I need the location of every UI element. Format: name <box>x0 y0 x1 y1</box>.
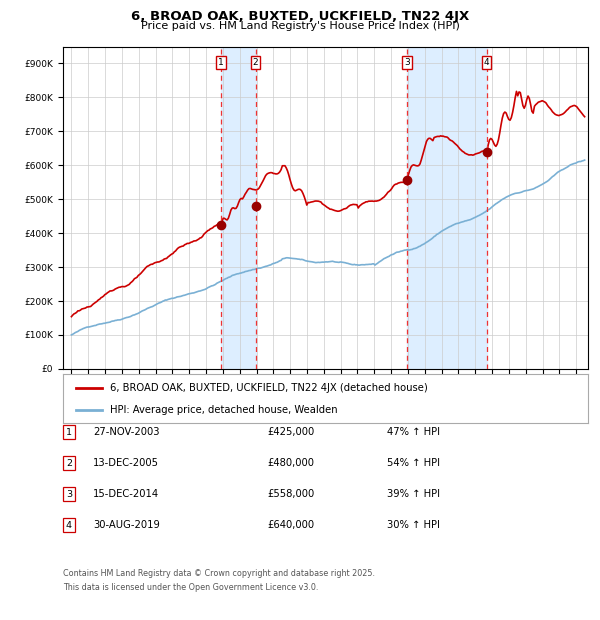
Text: 30% ↑ HPI: 30% ↑ HPI <box>387 520 440 530</box>
Text: 27-NOV-2003: 27-NOV-2003 <box>93 427 160 437</box>
Text: 6, BROAD OAK, BUXTED, UCKFIELD, TN22 4JX: 6, BROAD OAK, BUXTED, UCKFIELD, TN22 4JX <box>131 10 469 23</box>
Text: 4: 4 <box>484 58 490 67</box>
Text: HPI: Average price, detached house, Wealden: HPI: Average price, detached house, Weal… <box>110 405 338 415</box>
Text: 47% ↑ HPI: 47% ↑ HPI <box>387 427 440 437</box>
Text: £480,000: £480,000 <box>267 458 314 468</box>
Text: £425,000: £425,000 <box>267 427 314 437</box>
Text: 4: 4 <box>66 521 72 529</box>
Text: Price paid vs. HM Land Registry's House Price Index (HPI): Price paid vs. HM Land Registry's House … <box>140 21 460 31</box>
Text: 3: 3 <box>404 58 410 67</box>
Text: 15-DEC-2014: 15-DEC-2014 <box>93 489 159 499</box>
Text: 54% ↑ HPI: 54% ↑ HPI <box>387 458 440 468</box>
Text: 2: 2 <box>66 459 72 467</box>
Bar <box>221 46 256 369</box>
Text: Contains HM Land Registry data © Crown copyright and database right 2025.: Contains HM Land Registry data © Crown c… <box>63 569 375 578</box>
Text: 3: 3 <box>66 490 72 498</box>
Text: 1: 1 <box>218 58 224 67</box>
Bar <box>407 46 487 369</box>
Text: 6, BROAD OAK, BUXTED, UCKFIELD, TN22 4JX (detached house): 6, BROAD OAK, BUXTED, UCKFIELD, TN22 4JX… <box>110 383 428 392</box>
Text: £558,000: £558,000 <box>267 489 314 499</box>
Text: 39% ↑ HPI: 39% ↑ HPI <box>387 489 440 499</box>
Text: £640,000: £640,000 <box>267 520 314 530</box>
Text: 13-DEC-2005: 13-DEC-2005 <box>93 458 159 468</box>
Text: 1: 1 <box>66 428 72 436</box>
Text: This data is licensed under the Open Government Licence v3.0.: This data is licensed under the Open Gov… <box>63 583 319 592</box>
Text: 30-AUG-2019: 30-AUG-2019 <box>93 520 160 530</box>
Text: 2: 2 <box>253 58 259 67</box>
